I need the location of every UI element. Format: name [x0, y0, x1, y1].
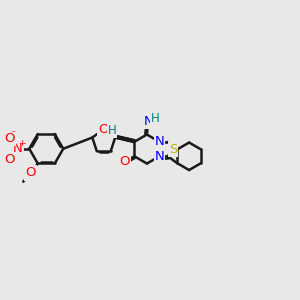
Text: N: N — [154, 150, 164, 163]
Text: ⁻: ⁻ — [11, 129, 16, 139]
Text: N: N — [13, 142, 23, 155]
Text: O: O — [4, 153, 14, 166]
Text: N: N — [154, 135, 164, 148]
Text: H: H — [108, 124, 116, 137]
Text: H: H — [151, 112, 160, 125]
Text: N: N — [143, 115, 153, 128]
Text: S: S — [169, 142, 177, 155]
Text: +: + — [19, 139, 26, 148]
Text: O: O — [4, 132, 14, 145]
Text: O: O — [98, 123, 109, 136]
Text: O: O — [26, 167, 36, 179]
Text: O: O — [120, 155, 130, 168]
